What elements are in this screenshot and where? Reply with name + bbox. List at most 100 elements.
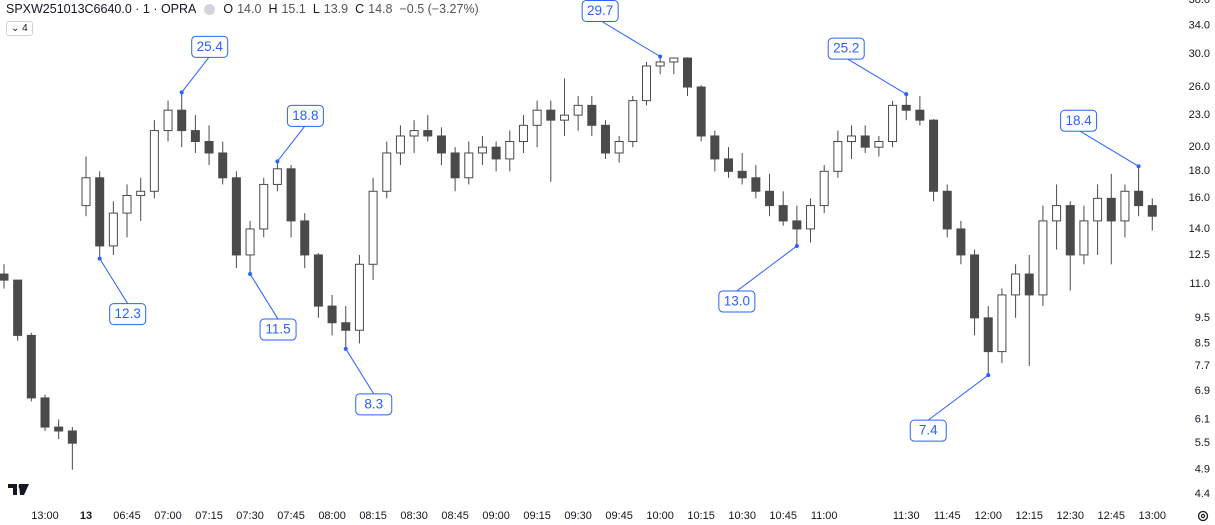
candle-body bbox=[956, 228, 966, 256]
candle-body bbox=[395, 135, 405, 154]
candle-body bbox=[1093, 197, 1103, 222]
x-tick-label: 10:45 bbox=[769, 510, 797, 522]
callout: 25.2 bbox=[827, 37, 909, 97]
x-tick-label: 13:00 bbox=[1139, 510, 1167, 522]
candle-body bbox=[368, 190, 378, 265]
ohlc-key: L bbox=[312, 2, 320, 16]
candle-body bbox=[559, 114, 569, 121]
candle-body bbox=[1079, 220, 1089, 256]
callout-leader bbox=[927, 374, 989, 421]
y-tick-label: 6.9 bbox=[1195, 385, 1210, 397]
candle-body bbox=[54, 426, 64, 432]
callout-leader bbox=[345, 348, 375, 395]
callout-box bbox=[581, 0, 619, 23]
callout: 18.8 bbox=[275, 104, 324, 164]
candle-body bbox=[669, 57, 679, 63]
y-tick-label: 38.0 bbox=[1189, 0, 1210, 6]
legend-bar: SPXW251013C6640.0 · 1 · OPRA O 14.0 H 15.1… bbox=[6, 2, 479, 16]
gear bbox=[1197, 510, 1209, 522]
candle-body bbox=[218, 152, 228, 179]
y-tick-label: 14.0 bbox=[1189, 223, 1210, 235]
y-tick-label: 30.0 bbox=[1189, 48, 1210, 60]
candle-body bbox=[1038, 220, 1048, 296]
callout-point bbox=[794, 243, 799, 248]
callout-box bbox=[259, 318, 297, 341]
x-tick-label: 09:00 bbox=[482, 510, 510, 522]
callout-box bbox=[355, 393, 393, 416]
callout: 11.5 bbox=[248, 272, 297, 341]
logo-dot bbox=[18, 484, 24, 489]
candle-body bbox=[40, 397, 50, 428]
candle-body bbox=[819, 170, 829, 207]
candle-body bbox=[655, 61, 665, 67]
candle-body bbox=[300, 220, 310, 256]
y-tick-label: 18.0 bbox=[1189, 165, 1210, 177]
callout: 13.0 bbox=[718, 243, 799, 313]
candle-body bbox=[765, 190, 775, 207]
candle-body bbox=[847, 135, 857, 143]
candle-body bbox=[464, 152, 474, 179]
candle-body bbox=[1065, 205, 1075, 256]
callout-box bbox=[109, 303, 147, 326]
callout-label: 7.4 bbox=[919, 423, 938, 438]
callout-box bbox=[718, 290, 756, 313]
candle-body bbox=[942, 190, 952, 230]
x-tick-label: 07:30 bbox=[236, 510, 264, 522]
candle-body bbox=[272, 168, 282, 185]
x-tick-label: 11:30 bbox=[893, 510, 920, 522]
ohlc-value: 14.0 bbox=[237, 2, 262, 16]
x-tick-label: 07:45 bbox=[277, 510, 305, 522]
x-tick-label: 06:45 bbox=[113, 510, 141, 522]
gear-hub bbox=[1200, 513, 1206, 519]
callout-point bbox=[343, 346, 348, 351]
y-tick-label: 16.0 bbox=[1189, 192, 1210, 204]
callout-label: 29.7 bbox=[587, 3, 613, 18]
candle-body bbox=[683, 57, 692, 88]
x-tick-label: 11:00 bbox=[811, 510, 838, 522]
callout-label: 8.3 bbox=[364, 396, 383, 411]
ohlc-value: 14.8 bbox=[368, 2, 393, 16]
indicator-toggle[interactable]: ⌄ 4 bbox=[6, 21, 33, 36]
candle-body bbox=[628, 100, 638, 143]
y-tick-label: 7.7 bbox=[1195, 360, 1210, 372]
candle-body bbox=[532, 109, 542, 126]
candle-body bbox=[587, 104, 597, 126]
candle-body bbox=[327, 305, 337, 324]
candle-body bbox=[778, 205, 788, 222]
candle-body bbox=[286, 168, 296, 222]
callout-label: 18.4 bbox=[1065, 113, 1092, 128]
candle-body bbox=[997, 294, 1007, 353]
callout-label: 13.0 bbox=[724, 294, 750, 309]
candle-body bbox=[13, 279, 23, 336]
candle-body bbox=[1147, 205, 1157, 217]
candle-body bbox=[259, 183, 269, 230]
y-tick-label: 20.0 bbox=[1189, 141, 1210, 153]
callout-label: 25.2 bbox=[833, 41, 859, 56]
callout-label: 11.5 bbox=[265, 322, 290, 337]
callout-leader bbox=[1078, 129, 1139, 167]
y-tick-label: 4.9 bbox=[1195, 464, 1210, 476]
candle-body bbox=[477, 146, 487, 154]
candle-body bbox=[518, 124, 528, 143]
y-tick-label: 4.4 bbox=[1195, 488, 1210, 500]
ohlc-value: 13.9 bbox=[323, 2, 349, 16]
x-tick-label: 09:30 bbox=[564, 510, 592, 522]
change: −0.5 (−3.27%) bbox=[399, 2, 479, 16]
settings-icon[interactable] bbox=[1197, 510, 1209, 522]
y-tick-label: 26.0 bbox=[1189, 81, 1210, 93]
logo-shape bbox=[8, 484, 29, 495]
callout-point bbox=[986, 373, 991, 378]
candle-body bbox=[546, 109, 556, 121]
ohlc-key: C bbox=[355, 2, 365, 16]
tv-logo bbox=[8, 484, 29, 495]
candle-body bbox=[696, 86, 706, 137]
y-tick-label: 6.1 bbox=[1195, 413, 1210, 425]
candle-body bbox=[600, 124, 610, 154]
y-tick-label: 34.0 bbox=[1189, 19, 1210, 31]
x-tick-label: 08:00 bbox=[318, 510, 346, 522]
candle-body bbox=[436, 135, 446, 154]
callout-leader bbox=[249, 273, 279, 320]
x-tick-label: 08:45 bbox=[441, 510, 469, 522]
